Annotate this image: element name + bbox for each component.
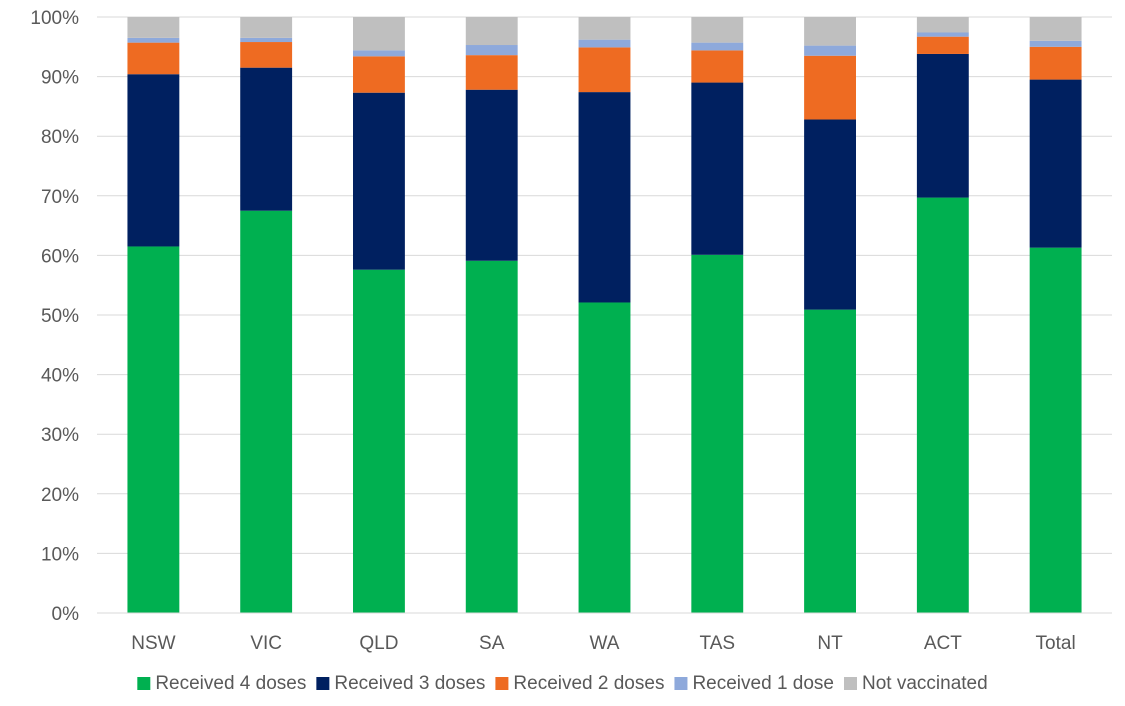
- y-tick-label: 90%: [41, 68, 79, 89]
- legend-swatch: [844, 677, 857, 690]
- bar-segment: [916, 36, 969, 54]
- y-tick-label: 20%: [41, 485, 79, 506]
- bar-segment: [578, 302, 631, 613]
- x-tick-label: ACT: [924, 633, 962, 654]
- bar-segment: [240, 37, 293, 43]
- legend-item: Received 4 doses: [137, 673, 306, 694]
- bar-segment: [691, 254, 744, 613]
- bar-segment: [240, 67, 293, 211]
- y-tick-label: 80%: [41, 127, 79, 148]
- x-tick-label: NT: [817, 633, 843, 654]
- bar-segment: [127, 246, 180, 613]
- y-tick-label: 0%: [52, 604, 80, 625]
- x-tick-label: NSW: [131, 633, 175, 654]
- bar-segment: [465, 17, 518, 46]
- x-tick-label: QLD: [359, 633, 398, 654]
- y-tick-label: 40%: [41, 366, 79, 387]
- bar-segment: [578, 17, 631, 40]
- x-tick-label: WA: [590, 633, 620, 654]
- x-tick-label: TAS: [700, 633, 736, 654]
- legend-item: Received 1 dose: [674, 673, 834, 694]
- y-tick-label: 70%: [41, 187, 79, 208]
- bar-segment: [240, 210, 293, 613]
- bar-segment: [916, 53, 969, 198]
- bar-segment: [578, 92, 631, 303]
- bar-segment: [465, 260, 518, 613]
- bar-segment: [1029, 79, 1082, 248]
- bar-segment: [578, 47, 631, 93]
- bar-segment: [240, 42, 293, 68]
- bar-segment: [353, 92, 405, 270]
- bar-segment: [691, 50, 744, 83]
- bar-segment: [240, 17, 293, 38]
- bar-segment: [804, 45, 856, 56]
- bar-segment: [127, 17, 180, 38]
- bar-segment: [916, 17, 969, 33]
- bar-segment: [353, 50, 405, 57]
- legend-label: Received 4 doses: [155, 673, 306, 694]
- x-tick-label: Total: [1036, 633, 1076, 654]
- bar-segment: [1029, 40, 1082, 47]
- y-tick-label: 10%: [41, 544, 79, 565]
- legend-item: Received 2 doses: [495, 673, 664, 694]
- bar-segment: [127, 74, 180, 247]
- bar-segment: [353, 17, 405, 51]
- bars: [127, 17, 1082, 614]
- legend-label: Received 2 doses: [513, 673, 664, 694]
- bar-segment: [465, 55, 518, 90]
- legend-item: Not vaccinated: [844, 673, 988, 694]
- bar-segment: [804, 309, 856, 613]
- bar-segment: [465, 89, 518, 261]
- legend-swatch: [495, 677, 509, 690]
- bar-segment: [916, 32, 969, 37]
- x-tick-label: VIC: [250, 633, 282, 654]
- bar-segment: [916, 197, 969, 613]
- bar-segment: [691, 42, 744, 51]
- bar-segment: [1029, 17, 1082, 41]
- y-tick-label: 60%: [41, 246, 79, 267]
- y-tick-label: 50%: [41, 306, 79, 327]
- legend-label: Received 3 doses: [334, 673, 485, 694]
- legend-swatch: [674, 677, 688, 690]
- legend-item: Received 3 doses: [316, 673, 485, 694]
- y-tick-label: 30%: [41, 425, 79, 446]
- bar-segment: [1029, 46, 1082, 80]
- bar-segment: [691, 17, 744, 43]
- legend-swatch: [137, 677, 151, 690]
- bar-segment: [353, 56, 405, 93]
- legend: Received 4 doses Received 3 doses Received…: [137, 673, 988, 694]
- bar-segment: [804, 17, 856, 46]
- bar-segment: [353, 269, 405, 613]
- x-tick-label: SA: [479, 633, 505, 654]
- bar-segment: [1029, 247, 1082, 614]
- bar-segment: [578, 39, 631, 48]
- legend-label: Received 1 dose: [692, 673, 834, 694]
- bar-segment: [804, 55, 856, 120]
- legend-swatch: [316, 677, 330, 690]
- bar-segment: [127, 42, 180, 75]
- y-tick-label: 100%: [30, 8, 79, 29]
- bar-segment: [127, 37, 180, 43]
- bar-segment: [465, 45, 518, 56]
- axes: 0% 10% 20% 30% 40% 50% 60% 70% 80% 90% 100% NSW VIC Q…: [30, 8, 1112, 654]
- bar-segment: [691, 82, 744, 255]
- legend-label: Not vaccinated: [862, 673, 988, 694]
- bar-segment: [804, 119, 856, 310]
